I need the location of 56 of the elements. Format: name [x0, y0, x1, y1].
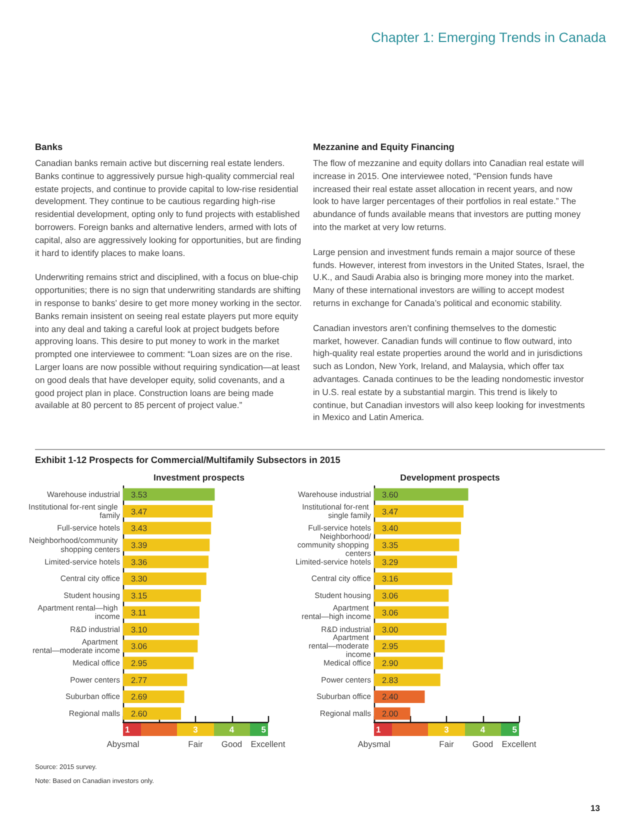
x-tick-label: 1	[376, 724, 381, 734]
text: Chapter 1: Emerging Trends in Canada	[371, 30, 606, 45]
data-label: 3.35	[382, 540, 399, 550]
text: Good	[221, 739, 242, 749]
text: Fair	[188, 739, 203, 749]
text: Good	[472, 739, 494, 749]
x-tick-label: 3	[193, 724, 198, 734]
data-label: 3.47	[131, 506, 148, 516]
x-tick-label: 4	[480, 724, 486, 734]
text: Banks	[35, 142, 64, 152]
data-label: 3.11	[131, 607, 147, 618]
text: Large pension and investment funds remain a major source of these funds. However, interest from investors in the United States, Israel, the U.K., and Saudi Arabia also is bringing more money into the market. Many of these international investors are willing to accept modest returns in exchange for Canada’s political and economic stability.	[313, 246, 585, 310]
data-label: 3.06	[131, 641, 148, 652]
data-label: 2.00	[382, 708, 399, 719]
text: Exhibit 1-12 Prospects for Commercial/Multifamily Subsectors in 2015	[35, 449, 605, 465]
data-label: 3.30	[131, 574, 148, 584]
data-label: 3.06	[382, 590, 399, 601]
x-tick-label: 3	[444, 724, 450, 734]
text: Abysmal	[106, 739, 140, 749]
text: Abysmal	[358, 739, 390, 749]
text: The flow of mezzanine and equity dollars into Canadian real estate will increase in 2015. One interviewee noted, “Pension funds have increased their real estate asset allocation in recent years, and now look to have larger percentages of their portfolios in real estate.” The abundance of funds available means that investors are putting money into the market at very low returns.	[313, 157, 585, 234]
data-label: 3.39	[131, 540, 148, 550]
data-label: 2.83	[382, 674, 399, 685]
text: Canadian investors aren’t confining themselves to the domestic market, however. Canadian funds will continue to flow outward, into high-quality real estate properties around the world and in jurisdictions such as London, New York, Ireland, and Malaysia, which offer tax advantages. Canada continues to be the leading nondomestic investor in U.S. real estate by a substantial margin. This trend is likely to continue, but Canadian investors will also keep looking for investments in Mexico and Latin America.	[313, 322, 585, 424]
data-label: 3.60	[382, 489, 399, 500]
chart-title: Investment prospects	[154, 472, 245, 482]
x-tick-label: 5	[512, 724, 518, 734]
text: Underwriting remains strict and disciplined, with a focus on blue-chip opportunities; there is no sign that underwriting standards are shifting in response to banks’ desire to get more money working in the sector. Banks remain insistent on seeing real estate players put more equity into any deal and taking a careful look at project budgets before approving loans. This desire to put money to work in the market prompted one interviewee to comment: “Loan sizes are on the rise. Larger loans are now possible without requiring syndication—at least on good deals that have developer equity, solid covenants, and a good project plan in place. Construction loans are being made available at 80 percent to 85 percent of project value.”	[35, 272, 302, 410]
text: 13	[590, 803, 600, 813]
data-label: 3.53	[131, 489, 148, 500]
data-label: 3.00	[382, 624, 399, 634]
data-label: 2.40	[382, 692, 399, 702]
text: Mezzanine and Equity Financing	[313, 142, 456, 152]
text: Canadian banks remain active but discerning real estate lenders. Banks continue to aggressively pursue high-quality commercial real estate projects, and continue to provide capital to low-rise residential development. They continue to be cautious regarding high-rise residential development, opting only to fund projects with established borrowers. Foreign banks and alternative lenders, armed with lots of capital, also are aggressively looking for opportunities, but are finding it hard to identify places to make loans.	[35, 157, 302, 260]
x-tick-label: 5	[261, 724, 266, 734]
data-label: 2.95	[131, 658, 148, 668]
data-label: 3.43	[131, 523, 148, 534]
x-tick-label: 1	[125, 724, 130, 734]
data-label: 2.90	[382, 658, 399, 668]
text: Excellent	[250, 739, 286, 749]
data-label: 3.06	[382, 607, 399, 618]
data-label: 3.10	[131, 624, 148, 634]
text: Excellent	[502, 739, 536, 749]
data-label: 3.15	[131, 590, 148, 601]
x-tick-label: 4	[229, 724, 234, 734]
data-label: 2.95	[382, 641, 399, 652]
text: Fair	[439, 739, 454, 749]
data-label: 2.69	[131, 692, 148, 702]
data-label: 3.47	[382, 506, 399, 516]
chart-title: Development prospects	[400, 472, 500, 482]
data-label: 2.60	[131, 708, 148, 719]
data-label: 3.36	[131, 556, 148, 567]
data-label: 3.29	[382, 556, 399, 567]
data-label: 3.16	[382, 574, 399, 584]
data-label: 2.77	[131, 674, 148, 685]
data-label: 3.40	[382, 523, 399, 534]
